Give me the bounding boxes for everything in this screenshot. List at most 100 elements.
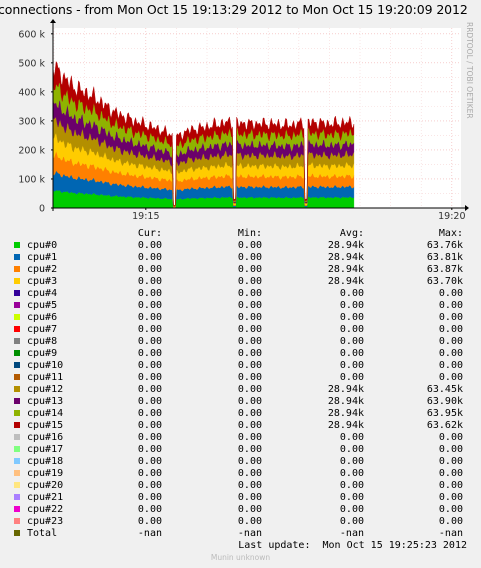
legend-swatch	[14, 266, 20, 272]
legend-name: cpu#20	[27, 480, 64, 491]
legend-name: cpu#11	[27, 372, 64, 383]
legend-header-max: Max:	[438, 228, 463, 239]
legend-avg: 0.00	[339, 360, 364, 371]
x-axis-arrow	[465, 205, 469, 211]
x-tick-label: 19:15	[132, 211, 159, 222]
legend-row: cpu#8 0.00 0.00 0.00 0.00	[0, 336, 481, 348]
legend-row: cpu#4 0.00 0.00 0.00 0.00	[0, 288, 481, 300]
legend-avg: 28.94k	[327, 396, 364, 407]
legend-cur: 0.00	[137, 408, 162, 419]
y-tick-label: 400 k	[18, 87, 45, 98]
legend-cur: 0.00	[137, 324, 162, 335]
legend-cur: 0.00	[137, 420, 162, 431]
legend-row: cpu#9 0.00 0.00 0.00 0.00	[0, 348, 481, 360]
legend-avg: 28.94k	[327, 384, 364, 395]
legend-name: cpu#12	[27, 384, 64, 395]
legend-max: 0.00	[438, 516, 463, 527]
legend-cur: 0.00	[137, 276, 162, 287]
legend-name: cpu#1	[27, 252, 58, 263]
legend-row: cpu#3 0.00 0.00 28.94k 63.70k	[0, 276, 481, 288]
legend-cur: 0.00	[137, 360, 162, 371]
legend-name: cpu#6	[27, 312, 58, 323]
legend-cur: 0.00	[137, 468, 162, 479]
legend-max: 63.62k	[426, 420, 463, 431]
legend-name: cpu#7	[27, 324, 58, 335]
legend-swatch	[14, 506, 20, 512]
legend-avg: 28.94k	[327, 408, 364, 419]
legend-max: 0.00	[438, 444, 463, 455]
legend-max: 63.90k	[426, 396, 463, 407]
legend-row: cpu#2 0.00 0.00 28.94k 63.87k	[0, 264, 481, 276]
legend-max: 0.00	[438, 324, 463, 335]
legend-min: 0.00	[237, 432, 262, 443]
legend-row: cpu#23 0.00 0.00 0.00 0.00	[0, 516, 481, 528]
y-tick-label: 0	[39, 204, 45, 215]
legend-min: 0.00	[237, 288, 262, 299]
y-tick-label: 500 k	[18, 58, 45, 69]
legend-row: cpu#11 0.00 0.00 0.00 0.00	[0, 372, 481, 384]
legend-swatch	[14, 278, 20, 284]
legend-max: 0.00	[438, 492, 463, 503]
legend-name: cpu#13	[27, 396, 64, 407]
legend-max: 0.00	[438, 360, 463, 371]
legend-avg: 0.00	[339, 372, 364, 383]
legend-min: 0.00	[237, 372, 262, 383]
legend-avg: 0.00	[339, 432, 364, 443]
legend-max: 0.00	[438, 288, 463, 299]
legend-swatch	[14, 398, 20, 404]
legend-cur: 0.00	[137, 504, 162, 515]
legend-min: 0.00	[237, 468, 262, 479]
legend-avg: 0.00	[339, 504, 364, 515]
legend-swatch	[14, 434, 20, 440]
rrdtool-watermark: RRDTOOL / TOBI OETIKER	[465, 22, 474, 119]
legend-max: 0.00	[438, 432, 463, 443]
legend-swatch	[14, 290, 20, 296]
legend-row: cpu#14 0.00 0.00 28.94k 63.95k	[0, 408, 481, 420]
legend-avg: 0.00	[339, 516, 364, 527]
legend-swatch	[14, 530, 20, 536]
legend-max: 0.00	[438, 312, 463, 323]
legend-avg: 0.00	[339, 456, 364, 467]
legend-name: Total	[27, 528, 58, 539]
legend-max: 0.00	[438, 336, 463, 347]
legend-min: 0.00	[237, 480, 262, 491]
legend-min: 0.00	[237, 336, 262, 347]
legend-max: 63.76k	[426, 240, 463, 251]
legend-row: cpu#19 0.00 0.00 0.00 0.00	[0, 468, 481, 480]
legend-min: 0.00	[237, 348, 262, 359]
legend-row: cpu#15 0.00 0.00 28.94k 63.62k	[0, 420, 481, 432]
legend-swatch	[14, 446, 20, 452]
legend-min: 0.00	[237, 408, 262, 419]
legend-avg: 0.00	[339, 300, 364, 311]
area-cpu-15	[52, 60, 355, 206]
legend-cur: 0.00	[137, 516, 162, 527]
legend-name: cpu#17	[27, 444, 64, 455]
legend-avg: 28.94k	[327, 240, 364, 251]
legend-max: 0.00	[438, 480, 463, 491]
legend-avg: 0.00	[339, 444, 364, 455]
legend-cur: 0.00	[137, 252, 162, 263]
y-tick-label: 200 k	[18, 145, 45, 156]
legend-name: cpu#10	[27, 360, 64, 371]
legend-row: cpu#6 0.00 0.00 0.00 0.00	[0, 312, 481, 324]
legend-avg: 28.94k	[327, 276, 364, 287]
legend-header: Cur: Min: Avg: Max:	[0, 228, 481, 240]
legend-name: cpu#18	[27, 456, 64, 467]
legend-cur: 0.00	[137, 240, 162, 251]
legend-avg: 0.00	[339, 336, 364, 347]
legend-header-min: Min:	[237, 228, 262, 239]
legend-row: cpu#22 0.00 0.00 0.00 0.00	[0, 504, 481, 516]
legend-min: 0.00	[237, 456, 262, 467]
legend-min: -nan	[237, 528, 262, 539]
legend-cur: 0.00	[137, 288, 162, 299]
legend-name: cpu#15	[27, 420, 64, 431]
legend-cur: 0.00	[137, 372, 162, 383]
legend-max: -nan	[438, 528, 463, 539]
legend-avg: 0.00	[339, 468, 364, 479]
legend-max: 0.00	[438, 372, 463, 383]
legend-cur: 0.00	[137, 492, 162, 503]
legend-avg: 0.00	[339, 492, 364, 503]
legend-header-avg: Avg:	[339, 228, 364, 239]
legend-swatch	[14, 458, 20, 464]
footer-label: Munin unknown	[210, 553, 271, 562]
